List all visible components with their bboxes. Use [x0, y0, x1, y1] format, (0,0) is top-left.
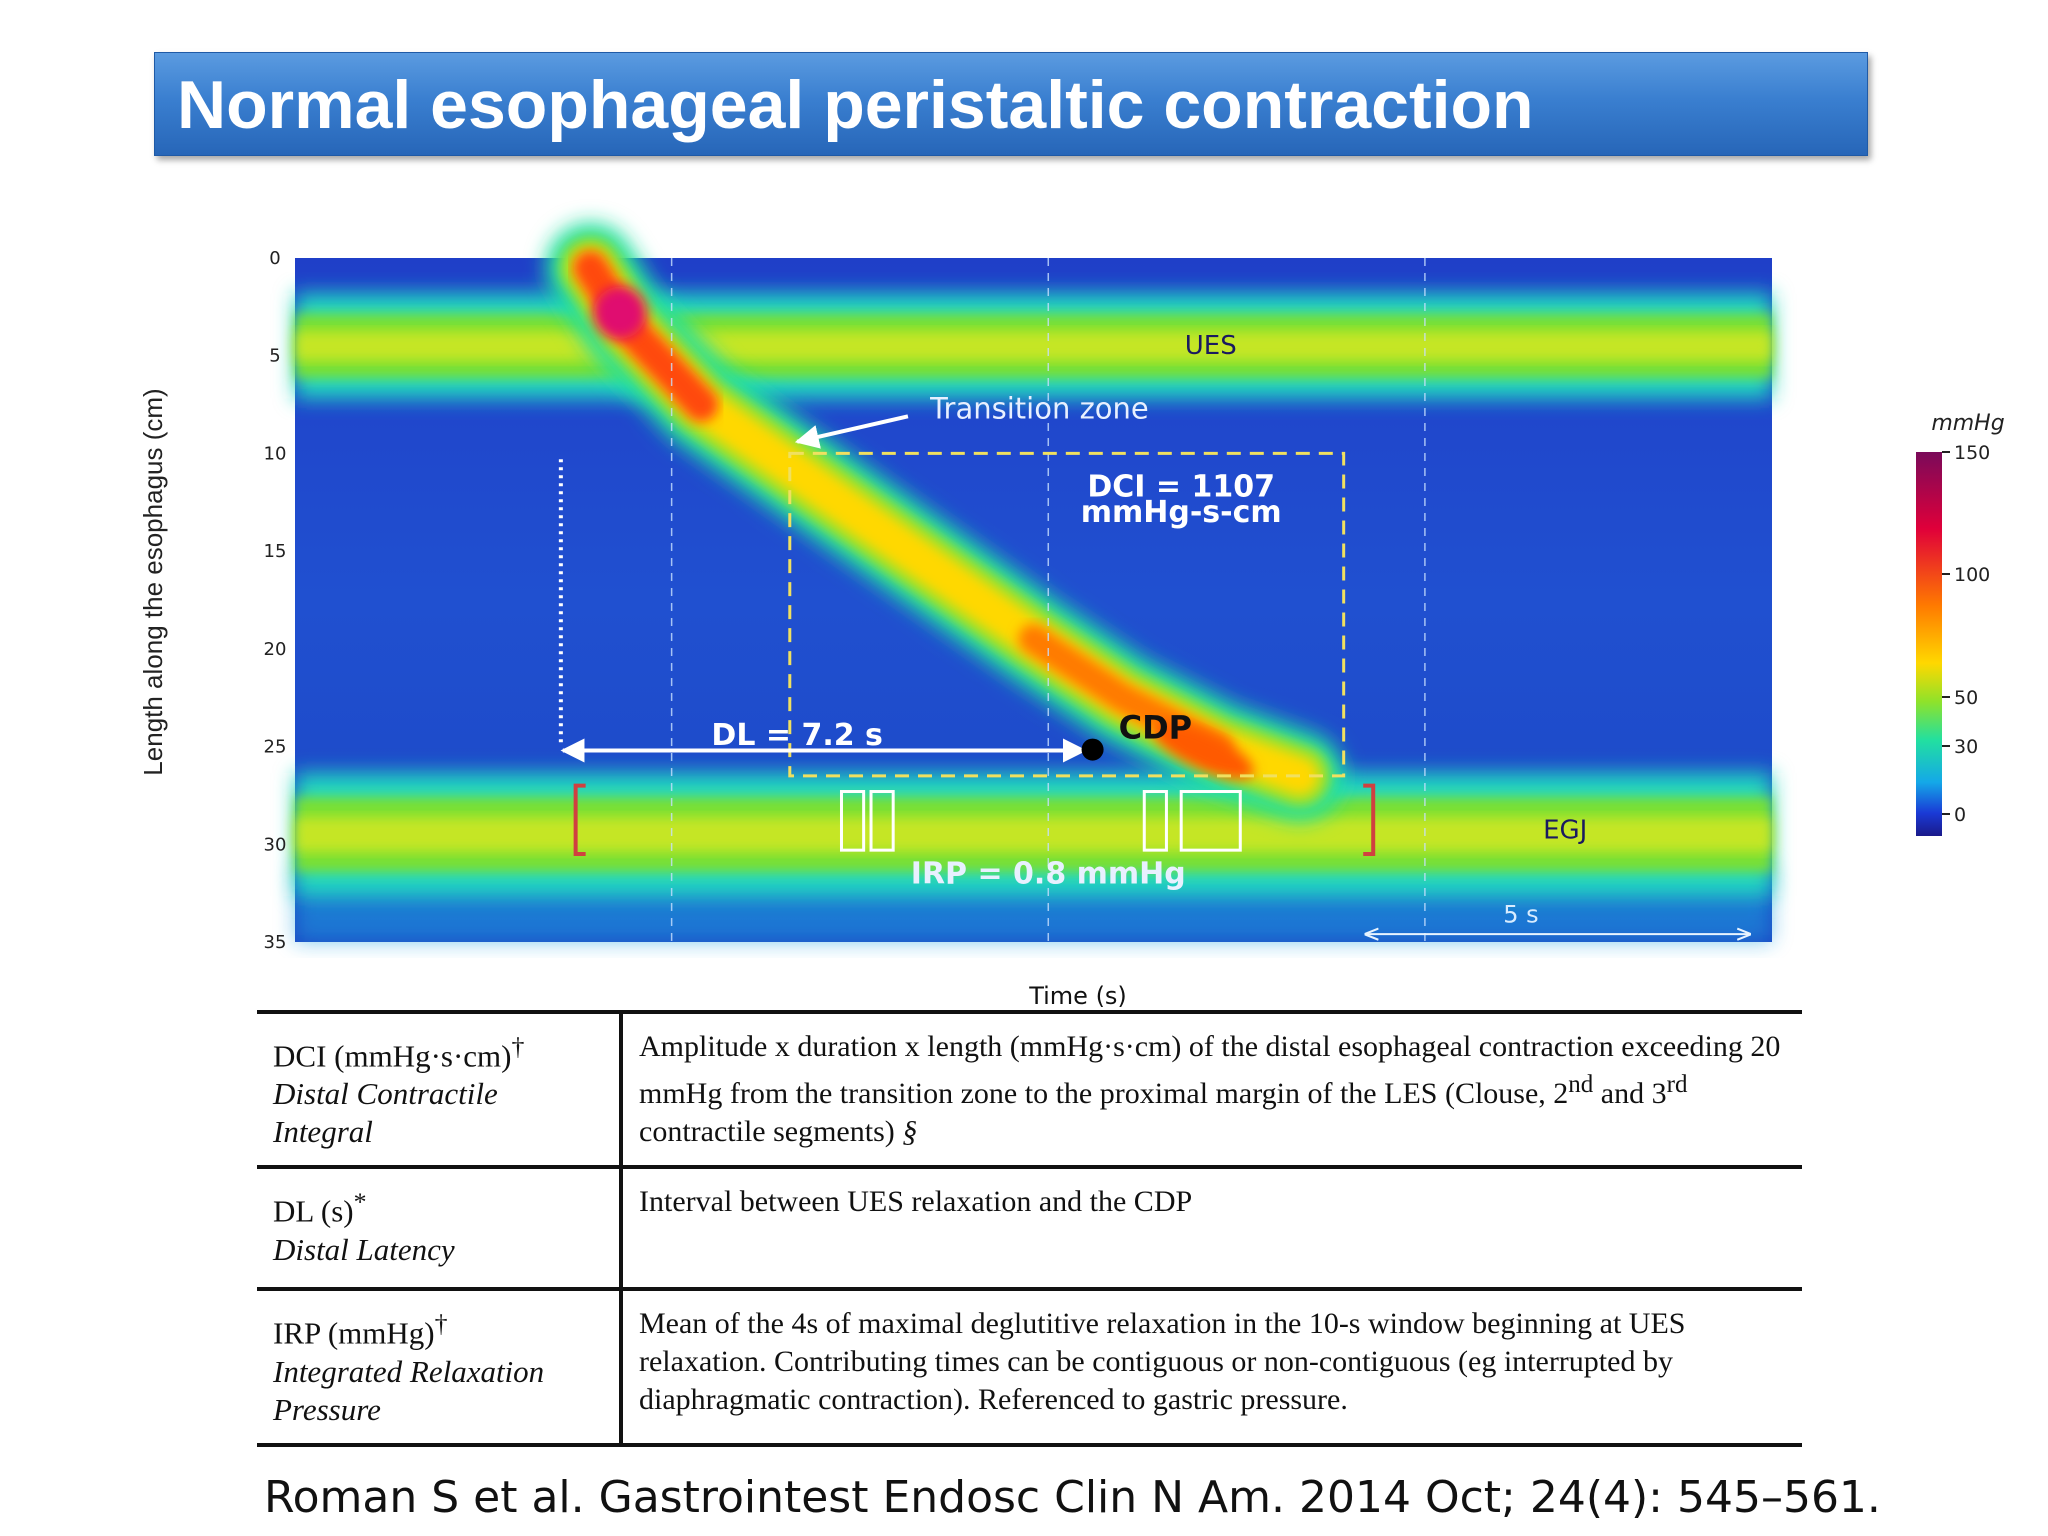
y-tick-label: 15: [264, 541, 287, 562]
y-tick-label: 0: [269, 248, 280, 269]
y-tick-label: 5: [269, 346, 280, 367]
term-full-name: Integrated Relaxation Pressure: [273, 1353, 545, 1427]
definition-cell: Mean of the 4s of maximal deglutitive re…: [639, 1307, 1686, 1417]
term-mark: †: [434, 1309, 448, 1339]
band-peak: [295, 817, 1772, 852]
colorbar-tick-label: 50: [1954, 687, 1978, 709]
definition-cell: Interval between UES relaxation and the …: [639, 1185, 1193, 1219]
definition-cell: Amplitude x duration x length (mmHg·s·cm…: [639, 1030, 1781, 1148]
transition-zone-arrow: [794, 414, 909, 449]
colorbar-tick-label: 30: [1954, 736, 1978, 758]
band-egj: [295, 772, 1772, 897]
transition-zone-label: Transition zone: [929, 391, 1149, 425]
term-full-name: Distal Latency: [273, 1231, 455, 1267]
table-row: DCI (mmHg·s·cm)† Distal Contractile Inte…: [257, 1012, 1802, 1168]
band-ues: [295, 293, 1772, 399]
plot-area: UES EGJ Transition zone DCI = 1107mmHg-s-cm…: [295, 222, 1772, 942]
front-peak-upper: [593, 286, 646, 339]
colorbar-bar: [1916, 452, 1942, 836]
y-axis-label: Length along the esophagus (cm): [138, 388, 168, 775]
ues-label: UES: [1185, 331, 1237, 361]
dci-value-label: DCI = 1107: [1087, 470, 1275, 505]
irp-window: [1142, 790, 1168, 852]
y-tick-label: 20: [264, 639, 287, 660]
colorbar: mmHg 150 100 50 30 0: [1916, 411, 2005, 836]
term-cell: DCI (mmHg·s·cm)† Distal Contractile Inte…: [257, 1012, 623, 1168]
front-peak-distal: [1152, 722, 1254, 779]
slide-title: Normal esophageal peristaltic contractio…: [177, 67, 1534, 143]
table-row: IRP (mmHg)† Integrated Relaxation Pressu…: [257, 1289, 1802, 1445]
egj-label: EGJ: [1543, 816, 1587, 846]
term-cell: IRP (mmHg)† Integrated Relaxation Pressu…: [257, 1289, 623, 1445]
colorbar-unit: mmHg: [1931, 411, 2004, 436]
slide-title-bar: Normal esophageal peristaltic contractio…: [154, 52, 1868, 156]
cdp-label: CDP: [1119, 709, 1193, 747]
colorbar-tick-label: 150: [1954, 442, 1990, 464]
irp-bracket-left: [573, 783, 586, 857]
y-tick-label: 25: [264, 737, 287, 758]
scale-bar-label: 5 s: [1503, 901, 1538, 929]
term-cell: DL (s)* Distal Latency: [257, 1167, 623, 1290]
definitions-table: DCI (mmHg·s·cm)† Distal Contractile Inte…: [257, 1010, 1802, 1447]
y-tick-label: 30: [264, 834, 287, 855]
term-abbr: DCI (mmHg·s·cm)†: [273, 1032, 525, 1074]
colorbar-tick-label: 100: [1954, 564, 1990, 586]
cdp-point: [1081, 738, 1104, 761]
table-row: DL (s)* Distal Latency Interval between …: [257, 1167, 1802, 1290]
irp-bracket-right: [1363, 783, 1376, 857]
y-tick-label: 35: [264, 932, 287, 953]
irp-label: IRP = 0.8 mmHg: [911, 857, 1186, 892]
colorbar-tick-label: 0: [1954, 804, 1966, 826]
citation: Roman S et al. Gastrointest Endosc Clin …: [264, 1472, 1881, 1523]
dl-label: DL = 7.2 s: [711, 718, 883, 753]
dci-box: [788, 451, 1346, 778]
y-tick-label: 10: [264, 443, 287, 464]
irp-window: [839, 790, 866, 852]
y-axis: 0 5 10 15 20 25 30 35: [264, 248, 287, 953]
term-full-name: Distal Contractile Integral: [273, 1076, 498, 1150]
dci-unit-label: mmHg-s-cm: [1081, 495, 1282, 530]
term-mark: *: [353, 1187, 367, 1217]
term-mark: †: [511, 1032, 525, 1061]
band-peak: [295, 331, 1772, 361]
contraction-front: [545, 222, 1345, 821]
irp-window: [1179, 790, 1242, 852]
term-abbr: IRP (mmHg)†: [273, 1309, 448, 1351]
irp-window: [869, 790, 895, 852]
term-abbr: DL (s)*: [273, 1187, 367, 1229]
definition-mark: §: [902, 1115, 918, 1148]
x-axis-label: Time (s): [1028, 982, 1127, 1010]
